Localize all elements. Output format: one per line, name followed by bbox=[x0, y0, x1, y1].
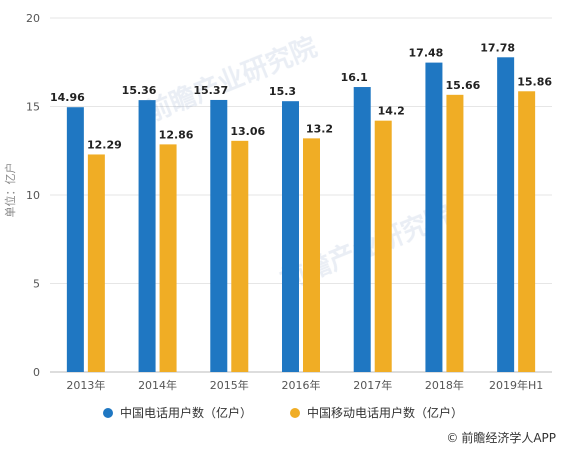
bar-series-2 bbox=[303, 138, 320, 372]
data-label: 16.1 bbox=[341, 71, 368, 84]
data-label: 13.06 bbox=[230, 125, 265, 138]
y-tick-label: 10 bbox=[26, 189, 40, 202]
bar-series-1 bbox=[425, 62, 443, 372]
bars bbox=[66, 57, 536, 373]
data-label: 12.86 bbox=[159, 128, 194, 141]
grid-lines bbox=[50, 17, 552, 373]
legend-swatch-series-1 bbox=[102, 407, 113, 418]
data-labels: 14.96 12.29 15.36 12.86 15.37 13.06 15.3 13.2 16… bbox=[50, 41, 552, 151]
data-label: 13.2 bbox=[306, 122, 333, 135]
legend-label-series-1: 中国电话用户数（亿户） bbox=[119, 406, 252, 420]
bar-series-2 bbox=[87, 154, 105, 372]
data-label: 17.48 bbox=[409, 47, 444, 60]
source-credit: © 前瞻经济学人APP bbox=[446, 429, 556, 446]
bar-series-2 bbox=[231, 140, 249, 372]
data-label: 14.2 bbox=[378, 105, 405, 118]
y-tick-labels: 0 5 10 15 20 bbox=[26, 12, 40, 379]
legend-swatch-series-2 bbox=[290, 407, 300, 418]
bar-series-2 bbox=[446, 94, 464, 373]
x-tick-label: 2015年 bbox=[210, 378, 249, 392]
bar-series-1 bbox=[282, 101, 299, 372]
y-axis-label: 单位：亿户 bbox=[3, 163, 17, 218]
legend-item-series-1: 中国电话用户数（亿户） bbox=[102, 404, 252, 421]
x-tick-label: 2013年 bbox=[66, 378, 105, 392]
bar-series-1 bbox=[353, 87, 371, 372]
y-tick-label: 15 bbox=[26, 101, 40, 114]
bar-series-1 bbox=[497, 57, 515, 372]
bar-series-1 bbox=[210, 99, 228, 373]
bar-series-2 bbox=[374, 120, 392, 372]
legend-item-series-2: 中国移动电话用户数（亿户） bbox=[290, 404, 463, 421]
data-label: 15.37 bbox=[193, 84, 228, 97]
legend: 中国电话用户数（亿户） 中国移动电话用户数（亿户） bbox=[0, 404, 566, 421]
x-tick-label: 2018年 bbox=[425, 378, 464, 392]
y-tick-label: 20 bbox=[26, 12, 40, 25]
bar-series-1 bbox=[138, 100, 156, 373]
bar-series-1 bbox=[66, 107, 84, 372]
x-tick-label: 2016年 bbox=[282, 378, 321, 392]
legend-label-series-2: 中国移动电话用户数（亿户） bbox=[307, 406, 464, 420]
data-label: 12.29 bbox=[87, 138, 122, 151]
source-text: 前瞻经济学人APP bbox=[461, 431, 556, 445]
data-label: 17.78 bbox=[480, 41, 515, 54]
x-tick-label: 2014年 bbox=[138, 378, 177, 392]
x-tick-label: 2017年 bbox=[353, 378, 392, 392]
x-tick-label: 2019年H1 bbox=[489, 378, 543, 392]
y-tick-label: 0 bbox=[33, 366, 40, 379]
data-label: 15.66 bbox=[446, 79, 481, 92]
bar-series-2 bbox=[518, 91, 536, 372]
data-label: 15.3 bbox=[269, 85, 296, 98]
data-label: 15.86 bbox=[517, 75, 552, 88]
data-label: 15.36 bbox=[122, 84, 157, 97]
bar-series-2 bbox=[159, 144, 177, 372]
y-tick-label: 5 bbox=[33, 278, 40, 291]
copyright-icon: © bbox=[446, 430, 459, 445]
data-label: 14.96 bbox=[50, 91, 85, 104]
x-tick-labels: 2013年 2014年 2015年 2016年 2017年 2018年 2019年H1 bbox=[66, 378, 543, 392]
